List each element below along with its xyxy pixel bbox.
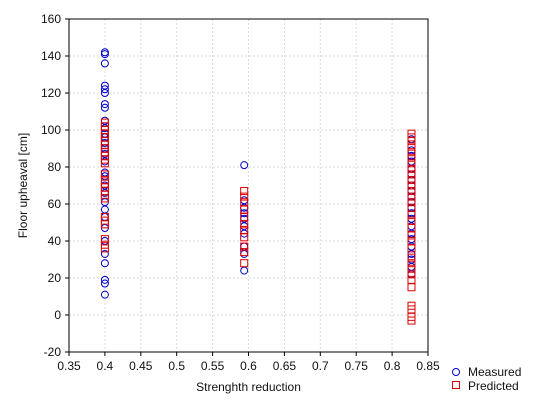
point-predicted	[100, 159, 109, 168]
points-layer	[100, 48, 416, 325]
point-measured	[100, 100, 109, 109]
point-predicted	[407, 231, 416, 240]
ticks-layer: 0.35 0.4 0.45 0.5 0.55 0.6 0.65 0.7 0.75 0.8 0.85 -…	[41, 12, 440, 373]
point-predicted	[240, 187, 249, 196]
point-predicted	[407, 192, 416, 201]
point-predicted	[407, 270, 416, 279]
x-tick-label: 0.4	[97, 359, 114, 373]
point-predicted	[240, 220, 249, 229]
point-measured	[100, 50, 109, 59]
point-predicted	[240, 192, 249, 201]
point-predicted	[407, 159, 416, 168]
x-axis-label: Strenghth reduction	[196, 380, 301, 394]
point-predicted	[240, 233, 249, 242]
y-tick-label: 100	[41, 123, 61, 137]
legend-marker-predicted	[452, 381, 460, 389]
point-predicted	[100, 220, 109, 229]
x-tick-label: 0.6	[240, 359, 257, 373]
point-predicted	[407, 264, 416, 273]
legend-marker-measured	[452, 368, 460, 376]
point-predicted	[100, 170, 109, 179]
point-predicted	[407, 316, 416, 325]
y-tick-label: 160	[41, 12, 61, 26]
grid-layer	[69, 19, 428, 352]
x-tick-label: 0.65	[273, 359, 297, 373]
y-tick-label: -20	[44, 345, 62, 359]
point-predicted	[100, 235, 109, 244]
point-predicted	[407, 148, 416, 157]
point-measured	[100, 275, 109, 284]
point-predicted	[407, 253, 416, 262]
x-tick-label: 0.55	[201, 359, 225, 373]
point-predicted	[407, 211, 416, 220]
point-measured	[100, 279, 109, 288]
point-measured	[100, 290, 109, 299]
legend-label-measured: Measured	[468, 365, 521, 379]
point-predicted	[240, 259, 249, 268]
x-tick-label: 0.75	[345, 359, 369, 373]
x-tick-label: 0.7	[312, 359, 329, 373]
y-axis-label: Floor upheaval [cm]	[16, 133, 30, 238]
point-measured	[100, 249, 109, 258]
point-predicted	[407, 283, 416, 292]
point-measured	[240, 161, 249, 170]
point-measured	[100, 85, 109, 94]
y-tick-label: 140	[41, 49, 61, 63]
point-measured	[240, 249, 249, 258]
point-predicted	[407, 187, 416, 196]
x-tick-label: 0.35	[57, 359, 81, 373]
y-tick-label: 40	[48, 234, 62, 248]
point-predicted	[407, 181, 416, 190]
x-tick-label: 0.8	[384, 359, 401, 373]
point-predicted	[407, 198, 416, 207]
legend: Measured Predicted	[452, 365, 521, 393]
point-predicted	[407, 244, 416, 253]
point-predicted	[100, 194, 109, 203]
x-tick-label: 0.45	[129, 359, 153, 373]
point-predicted	[407, 259, 416, 268]
x-tick-label: 0.85	[416, 359, 440, 373]
y-tick-label: 20	[48, 271, 62, 285]
point-predicted	[240, 242, 249, 251]
point-predicted	[100, 244, 109, 253]
y-tick-label: 120	[41, 86, 61, 100]
point-measured	[100, 103, 109, 112]
point-measured	[100, 59, 109, 68]
y-tick-label: 80	[48, 160, 62, 174]
y-tick-label: 0	[54, 308, 61, 322]
point-predicted	[407, 175, 416, 184]
x-tick-label: 0.5	[168, 359, 185, 373]
point-predicted	[240, 248, 249, 257]
point-predicted	[407, 153, 416, 162]
point-predicted	[407, 164, 416, 173]
y-tick-label: 60	[48, 197, 62, 211]
point-predicted	[407, 142, 416, 151]
point-measured	[100, 259, 109, 268]
point-predicted	[407, 137, 416, 146]
legend-label-predicted: Predicted	[468, 379, 519, 393]
point-measured	[240, 266, 249, 275]
point-predicted	[407, 170, 416, 179]
point-measured	[100, 89, 109, 97]
